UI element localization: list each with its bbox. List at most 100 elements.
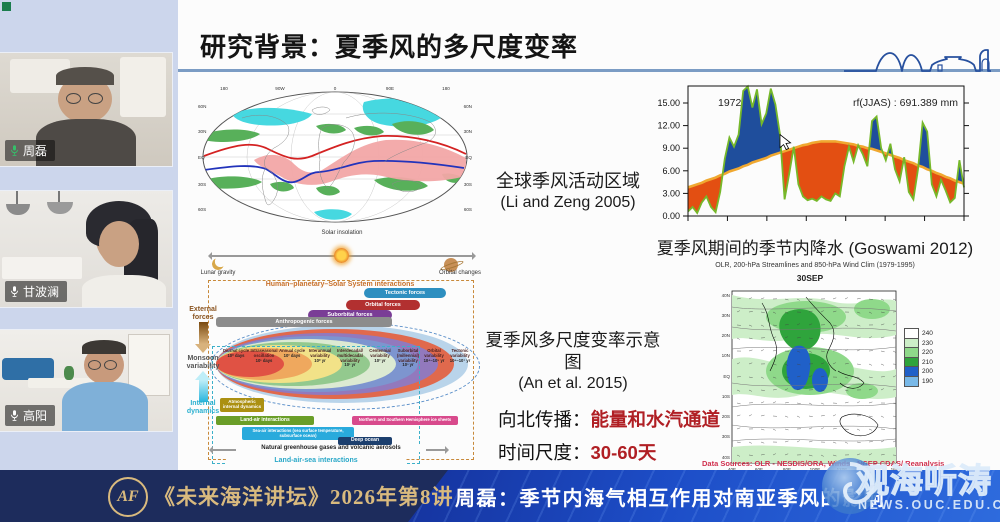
- monsoon-variability-label: Monsoon variability: [187, 355, 220, 370]
- rainfall-chart-figure: 0.00 3.00 6.00 9.00 12.00 15.00 1972 rf(J…: [657, 84, 969, 221]
- colorbar-value: 210: [922, 358, 933, 366]
- external-forces-arrow: [195, 322, 211, 353]
- axis-tick-label: 40S: [722, 455, 730, 460]
- mouse-cursor: [779, 133, 792, 151]
- olr-date-label: 30SEP: [796, 273, 824, 283]
- internal-dynamics-arrow: [195, 371, 211, 402]
- talk-title: 周磊：季节内海气相互作用对南亚季风的影响: [455, 487, 885, 510]
- world-map-caption: 全球季风活动区域 (Li and Zeng 2005): [496, 171, 640, 211]
- axis-tick-label: EQ: [198, 155, 205, 160]
- dynamics-layer-bar: Sea-air interactions (sea surface temper…: [242, 427, 354, 440]
- greenhouse-gases-label: Natural greenhouse gases and volcanic ae…: [236, 445, 426, 452]
- axis-tick-label: 40N: [722, 293, 730, 298]
- timescale-label: Diurnal cycle 10⁰ days: [220, 348, 252, 359]
- forum-series-title: 《未来海洋讲坛》2026年第8讲: [154, 485, 454, 509]
- axis-tick-label: 30N: [722, 313, 730, 318]
- timescale-name: Centennial variability: [369, 348, 391, 358]
- timescale-period: 10⁶–10⁷ yr: [449, 357, 471, 363]
- olr-wind-map-figure: 40N 30N 20N 10N EQ 10S 20S 30S 40S 40E 60E 80E 100E 1…: [722, 290, 901, 472]
- dynamics-layer-bar: Atmospheric internal dynamics: [220, 398, 264, 412]
- video-tile-participant-2[interactable]: 甘波澜: [0, 191, 172, 307]
- axis-tick-label: 30N: [198, 129, 206, 134]
- saturn-icon: [444, 258, 458, 272]
- colorbar-value: 200: [922, 368, 933, 376]
- dynamics-layer-bar: Northern and Southern Hemisphere ice she…: [352, 416, 458, 425]
- video-tile-participant-3[interactable]: 高阳: [0, 330, 172, 431]
- axis-tick-label: 80E: [783, 467, 791, 472]
- axis-tick-label: 10S: [722, 394, 730, 399]
- axis-tick-label: 20N: [722, 333, 730, 338]
- dynamics-layer-bar: Deep ocean: [338, 437, 392, 445]
- northward-label: 向北传播：: [498, 409, 591, 430]
- colorbar-value: 190: [922, 377, 933, 385]
- timescale-name: Diurnal cycle: [222, 348, 250, 353]
- timescale-label: 时间尺度：: [498, 442, 591, 463]
- olr-colorbar: 240 230 220 210 200 190: [904, 328, 933, 387]
- video-feed: [0, 191, 172, 307]
- video-feed: [0, 53, 172, 166]
- axis-tick-label: 10N: [722, 353, 730, 358]
- timescale-label: Interannual variability 10⁰ yr: [304, 348, 336, 363]
- olr-data-source: Data Sources: OLR - NESDIS/ORA, Winds - …: [702, 459, 945, 468]
- y-tick-label: 6.00: [662, 166, 680, 176]
- forum-logo: AF: [108, 477, 148, 517]
- sun-icon: [334, 248, 349, 263]
- axis-tick-label: 30S: [198, 182, 206, 187]
- axis-tick-label: 100E: [810, 467, 821, 472]
- footer-pattern: [408, 470, 1000, 522]
- external-forces-label: External forces: [189, 306, 217, 321]
- timescale-period: 10¹ days: [255, 357, 273, 363]
- y-tick-label: 12.00: [657, 121, 680, 131]
- participant-name: 甘波澜: [23, 285, 60, 299]
- timescale-name: Interdecadal/ multidecadal variability: [337, 348, 363, 363]
- timescale-period: 10² days: [283, 352, 301, 358]
- participants-sidebar: 周磊: [0, 0, 178, 470]
- axis-tick-label: EQ: [465, 155, 472, 160]
- participant-name-chip: 高阳: [5, 405, 56, 426]
- olr-wind-map: 40N 30N 20N 10N EQ 10S 20S 30S 40S 40E 60E 80E 100E 1…: [710, 283, 910, 479]
- timescale-ring: [216, 351, 284, 377]
- microphone-icon: [11, 145, 18, 156]
- video-tile-participant-1[interactable]: 周磊: [0, 53, 172, 166]
- axis-tick-label: 90E: [386, 86, 394, 91]
- timescale-label: Interdecadal/ multidecadal variability 10…: [334, 348, 366, 368]
- axis-tick-label: 60N: [198, 104, 206, 109]
- axis-tick-label: 90W: [275, 86, 285, 91]
- forcing-pill: Tectonic forces: [364, 288, 446, 298]
- banner-footer: AF 《未来海洋讲坛》2026年第8讲 周磊：季节内海气相互作用对南亚季风的影响: [0, 470, 1000, 522]
- y-tick-label: 9.00: [662, 143, 680, 153]
- axis-tick-label: 30N: [464, 129, 472, 134]
- global-monsoon-map: 180 90W 0 90E 180 60N 60N 30N 30N EQ EQ 30S 30S 60S 60…: [196, 84, 474, 230]
- forcing-pill: Orbital forces: [346, 300, 420, 310]
- axis-tick-label: 60E: [755, 467, 763, 472]
- northward-value: 能量和水汽通道: [590, 409, 721, 430]
- northward-propagation-line: 向北传播：能量和水汽通道: [498, 406, 720, 432]
- timescale-name: Suborbital (millennial) variability: [396, 348, 420, 363]
- human-planetary-title: Human–planetary–Solar System interaction…: [265, 281, 415, 288]
- city-skyline-icon: [844, 49, 991, 72]
- forcing-pill: Anthropogenic forces: [216, 317, 392, 327]
- y-tick-label: 0.00: [662, 211, 680, 221]
- colorbar-value: 230: [922, 339, 933, 347]
- microphone-icon: [11, 410, 18, 421]
- solar-insolation-label: Solar insolation: [321, 230, 363, 236]
- timescale-label: Annual cycle 10² days: [276, 348, 308, 359]
- participant-name-chip: 甘波澜: [5, 281, 68, 302]
- title-underline: [178, 69, 1000, 72]
- timescale-label: Centennial variability 10² yr: [364, 348, 396, 363]
- axis-tick-label: 180: [220, 86, 228, 91]
- timescale-line: 时间尺度：30-60天: [498, 439, 656, 465]
- timescale-value: 30-60天: [590, 442, 657, 463]
- timescale-label: Tectonic variability 10⁶–10⁷ yr: [444, 348, 476, 363]
- colorbar-cell: [904, 375, 919, 387]
- axis-tick-label: 60N: [464, 104, 472, 109]
- timescale-period: 10⁴–10⁵ yr: [423, 357, 445, 363]
- schematic-caption: 夏季风多尺度变率示意图 (An et al. 2015): [485, 330, 661, 392]
- y-tick-label: 3.00: [662, 188, 680, 198]
- intraseasonal-rainfall-chart: 0.00 3.00 6.00 9.00 12.00 15.00 1972 rf(J…: [650, 78, 976, 239]
- footer-right-panel: [408, 470, 1000, 522]
- rainfall-total-annotation: rf(JJAS) : 691.389 mm: [853, 97, 958, 109]
- axis-tick-label: 40E: [728, 467, 736, 472]
- axis-tick-label: 20S: [722, 414, 730, 419]
- timescale-period: 10² yr: [374, 357, 386, 363]
